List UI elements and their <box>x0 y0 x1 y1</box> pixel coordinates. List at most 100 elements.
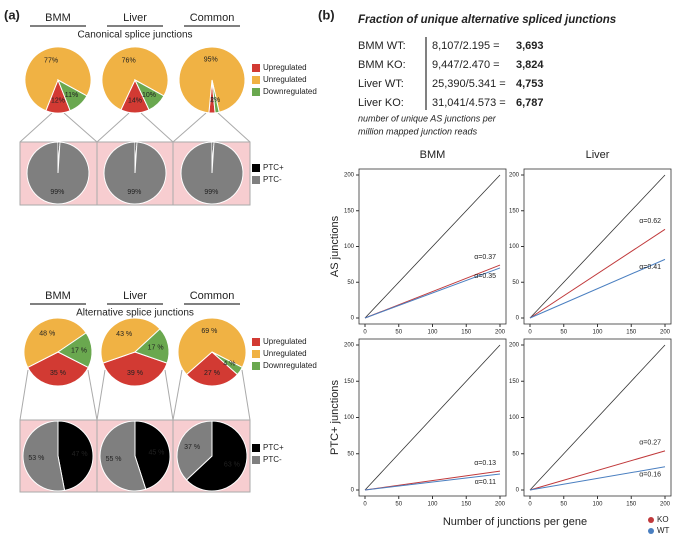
pie-slice <box>185 351 239 387</box>
x-tick-label: 50 <box>560 502 567 508</box>
slice-label: 63 % <box>224 461 240 468</box>
slice-label: 47 % <box>72 451 88 458</box>
slice-label: 69 % <box>201 328 217 335</box>
x-axis-label: Number of junctions per gene <box>443 516 587 528</box>
x-tick-label: 150 <box>626 502 637 508</box>
x-tick-label: 100 <box>592 330 603 336</box>
slice-label: 95% <box>204 56 218 63</box>
x-tick-label: 0 <box>363 502 367 508</box>
pie-slice <box>134 328 170 364</box>
fit-annotation: α=0.11 <box>475 479 496 486</box>
legend-swatch <box>648 517 654 523</box>
slice-label: 12% <box>51 97 65 104</box>
legend-swatch <box>252 338 260 346</box>
fit-line <box>529 228 666 319</box>
pie-slice <box>180 141 244 205</box>
slice-label: 55 % <box>106 456 122 463</box>
pie-title: Common <box>190 290 235 302</box>
y-tick-label: 200 <box>509 343 520 349</box>
slice-label: 45 % <box>148 449 164 456</box>
slice-label: 35 % <box>50 370 66 377</box>
y-axis-label: AS junctions <box>329 215 341 277</box>
section-title: Canonical splice junctions <box>77 30 192 41</box>
connector <box>164 369 174 421</box>
pie-slice <box>103 141 167 205</box>
pie-slice <box>23 317 87 369</box>
x-tick-label: 150 <box>626 330 637 336</box>
diagonal <box>364 344 501 491</box>
slice-label: 17 % <box>148 345 164 352</box>
x-tick-label: 100 <box>427 502 438 508</box>
y-tick-label: 50 <box>347 451 354 457</box>
legend-swatch <box>252 350 260 358</box>
connector <box>96 369 106 421</box>
legend-label: PTC- <box>263 175 282 184</box>
row-label: Liver KO: <box>358 97 404 109</box>
legend-label: Downregulated <box>263 361 317 370</box>
y-tick-label: 150 <box>509 379 520 385</box>
panel-label: (b) <box>318 7 335 22</box>
slice-label: 2% <box>210 97 220 104</box>
x-tick-label: 200 <box>660 330 671 336</box>
pie-slice <box>211 79 220 114</box>
connector <box>87 369 98 421</box>
y-tick-label: 200 <box>344 173 355 179</box>
pie-slice <box>24 46 92 112</box>
legend-label: KO <box>657 515 669 524</box>
row-formula: 31,041/4.573 = <box>432 97 506 109</box>
row-formula: 9,447/2.470 = <box>432 59 500 71</box>
note: million mapped junction reads <box>358 126 478 136</box>
slice-label: 53 % <box>28 455 44 462</box>
connector <box>19 112 53 143</box>
slice-label: 48 % <box>39 331 55 338</box>
connector <box>172 112 207 143</box>
pie-slice <box>57 420 94 491</box>
fit-annotation: α=0.37 <box>474 254 496 261</box>
slice-label: 10% <box>142 92 156 99</box>
connector <box>172 369 183 421</box>
legend-label: PTC+ <box>263 443 284 452</box>
section-title: Alternative splice junctions <box>76 308 194 319</box>
pie-slice <box>27 351 89 387</box>
slice-label: 1% <box>54 145 64 152</box>
legend-swatch <box>252 456 260 464</box>
panel-title: Fraction of unique alternative spliced j… <box>358 14 616 26</box>
y-tick-label: 100 <box>344 244 355 250</box>
slice-label: 27 % <box>204 370 220 377</box>
slice-label: 14% <box>128 97 142 104</box>
slice-label: 4 % <box>223 361 235 368</box>
row-result: 3,693 <box>516 40 544 52</box>
fit-annotation: α=0.62 <box>639 218 661 225</box>
slice-label: 39 % <box>127 370 143 377</box>
fit-line <box>529 450 666 491</box>
row-formula: 25,390/5.341 = <box>432 78 506 90</box>
slice-label: 99% <box>50 189 64 196</box>
fit-annotation: α=0.27 <box>639 440 661 447</box>
pie-slice <box>100 317 161 364</box>
slice-label: 99% <box>204 189 218 196</box>
slice-label: 17 % <box>71 348 87 355</box>
pie-slice <box>211 351 243 376</box>
y-tick-label: 50 <box>347 280 354 286</box>
slice-label: 1% <box>131 145 141 152</box>
pie-slice <box>99 420 147 492</box>
connector <box>217 112 251 143</box>
x-tick-label: 100 <box>592 502 603 508</box>
x-tick-label: 100 <box>427 330 438 336</box>
y-tick-label: 0 <box>351 488 355 494</box>
legend-swatch <box>252 176 260 184</box>
pie-slice <box>176 420 213 481</box>
y-tick-label: 0 <box>351 316 355 322</box>
slice-label: 77% <box>44 58 58 65</box>
x-tick-label: 200 <box>660 502 671 508</box>
fit-annotation: α=0.13 <box>474 460 496 467</box>
pie-slice <box>102 351 168 387</box>
y-tick-label: 150 <box>344 379 355 385</box>
slice-label: 3% <box>207 97 217 104</box>
legend-swatch <box>252 362 260 370</box>
pie-slice <box>57 332 93 369</box>
pie-slice <box>134 420 171 490</box>
legend-swatch <box>252 64 260 72</box>
slice-label: 76% <box>122 57 136 64</box>
row-result: 6,787 <box>516 97 544 109</box>
